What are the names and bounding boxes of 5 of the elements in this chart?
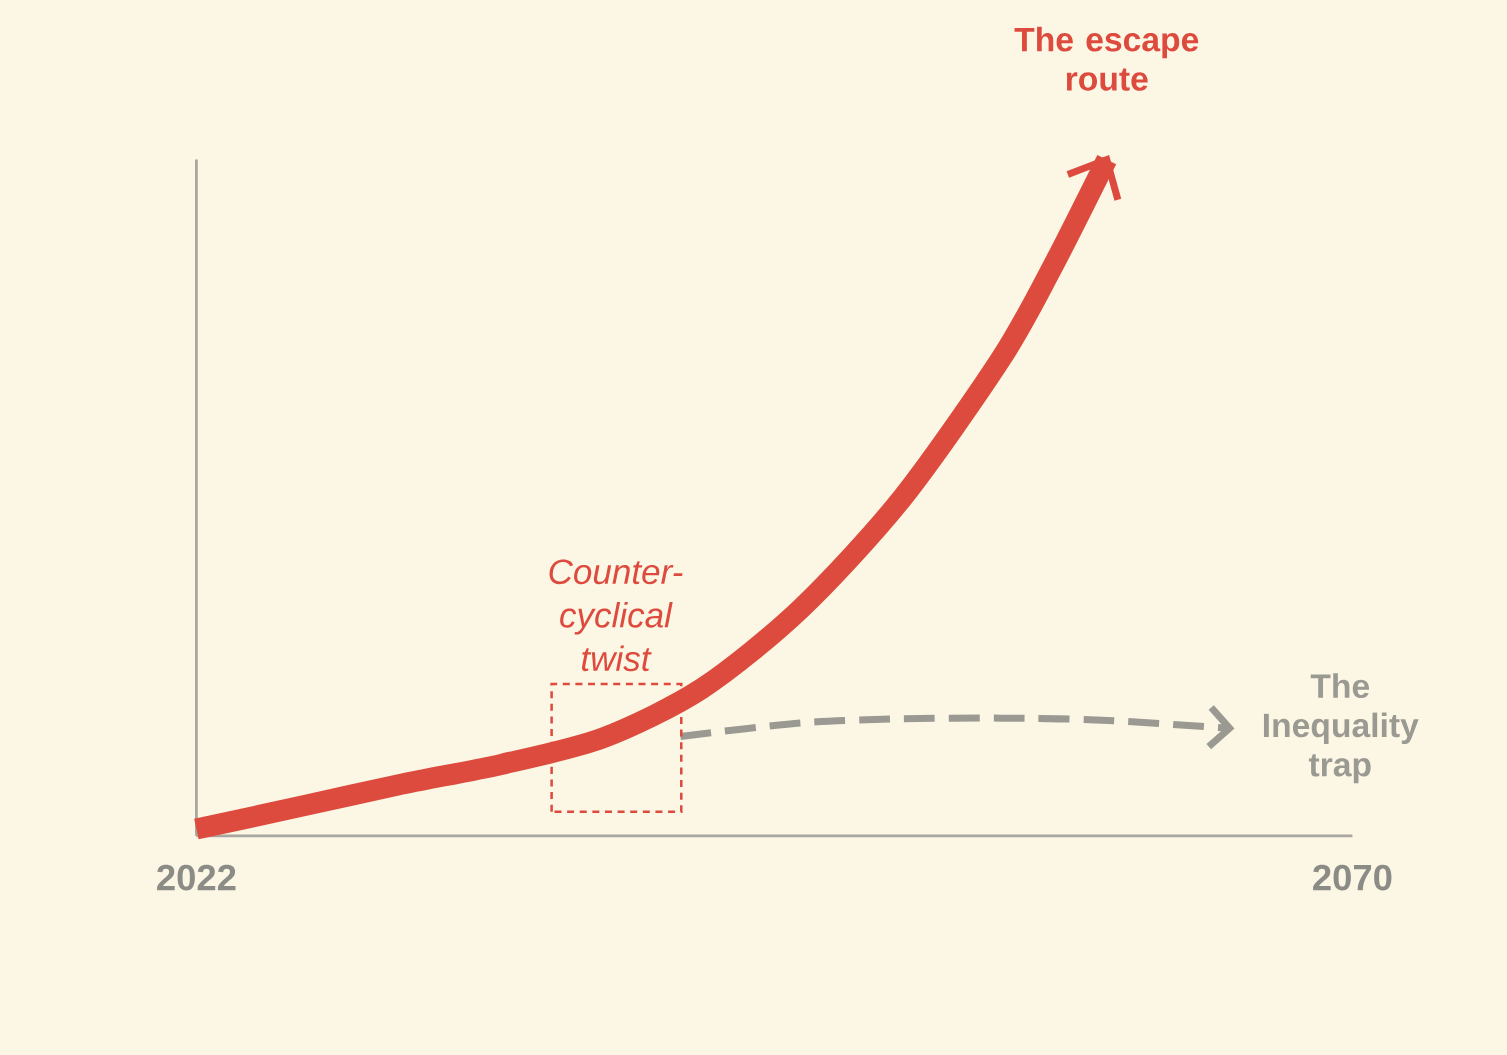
text: The escape route (1014, 26, 1199, 91)
x-tick-label: 2070 (1313, 864, 1392, 891)
x-tick-label: 2022 (157, 864, 236, 891)
annotation: Counter-cyclical twist (549, 559, 683, 672)
series-label: The Inequality trap (1263, 673, 1419, 784)
